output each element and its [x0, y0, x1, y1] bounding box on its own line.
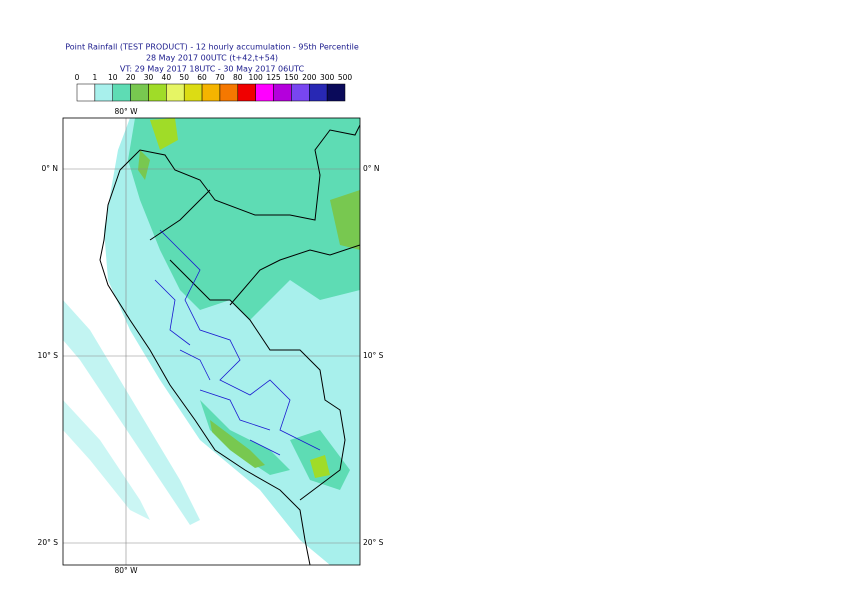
lat-label: 10° S — [38, 351, 59, 360]
map-frame — [62, 117, 361, 566]
colorbar-label: 40 — [162, 73, 172, 82]
colorbar-label: 1 — [92, 73, 97, 82]
lon-label: 80° W — [114, 566, 138, 575]
colorbar-box — [326, 83, 346, 102]
rain-heavy — [210, 420, 265, 468]
regions — [154, 229, 321, 456]
borders — [119, 124, 360, 501]
colorbar-box — [291, 83, 310, 102]
colorbar-label: 200 — [302, 73, 317, 82]
colorbar-label: 150 — [284, 73, 299, 82]
colorbar-label: 300 — [320, 73, 335, 82]
title-line: 28 May 2017 00UTC (t+42,t+54) — [146, 54, 278, 63]
title-block: Point Rainfall (TEST PRODUCT) - 12 hourl… — [65, 43, 359, 74]
rain-light-sea — [63, 400, 150, 520]
rain-moderate — [128, 118, 360, 320]
colorbar-box — [166, 83, 185, 102]
colorbar-box — [112, 83, 131, 102]
lat-label: 10° S — [363, 351, 384, 360]
colorbar-box — [130, 83, 149, 102]
graticule — [63, 118, 360, 565]
colorbar-label: 50 — [179, 73, 189, 82]
colorbar-label: 0 — [75, 73, 80, 82]
title-line: Point Rainfall (TEST PRODUCT) - 12 hourl… — [65, 43, 359, 52]
colorbar-box — [219, 83, 239, 102]
map: 80° W 80° W 0° N 0° N 10° S 10° S 20° S … — [38, 107, 384, 575]
rain-heavy — [138, 150, 150, 180]
colorbar: 0 1 10 20 30 40 50 60 70 80 100 125 150 200 300 500 — [75, 73, 353, 102]
colorbar-label: 60 — [197, 73, 207, 82]
colorbar-box — [76, 83, 96, 102]
title-line: VT: 29 May 2017 18UTC - 30 May 2017 06UT… — [120, 65, 305, 74]
colorbar-box — [148, 83, 167, 102]
rain-heavy — [310, 455, 330, 478]
colorbar-box — [201, 83, 221, 102]
colorbar-label: 20 — [126, 73, 136, 82]
colorbar-label: 500 — [338, 73, 353, 82]
lat-label: 0° N — [41, 164, 58, 173]
colorbar-label: 30 — [144, 73, 154, 82]
colorbar-box — [309, 83, 328, 102]
lon-label: 80° W — [114, 107, 138, 116]
colorbar-box — [94, 83, 113, 102]
colorbar-box — [183, 83, 203, 102]
colorbar-label: 10 — [108, 73, 118, 82]
coastline — [99, 169, 311, 565]
rain-heavy — [330, 190, 360, 250]
colorbar-box — [255, 83, 274, 102]
lat-label: 20° S — [38, 538, 59, 547]
colorbar-label: 100 — [249, 73, 264, 82]
colorbar-label: 125 — [266, 73, 281, 82]
rain-heavy — [150, 118, 178, 150]
colorbar-box — [273, 83, 292, 102]
rain-moderate — [200, 400, 290, 475]
lat-label: 20° S — [363, 538, 384, 547]
colorbar-label: 70 — [215, 73, 225, 82]
lat-label: 0° N — [363, 164, 380, 173]
colorbar-label: 80 — [233, 73, 243, 82]
colorbar-box — [237, 83, 256, 102]
